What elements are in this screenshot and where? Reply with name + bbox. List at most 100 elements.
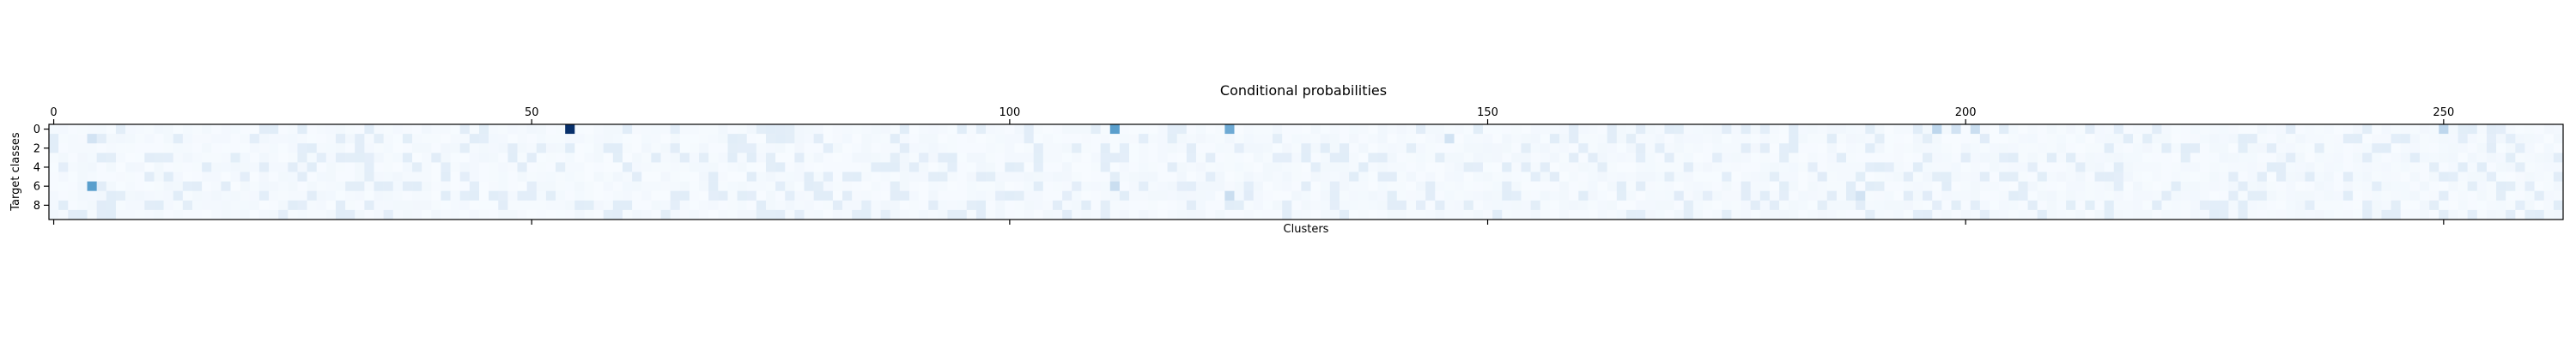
heatmap-cell [603, 124, 614, 135]
heatmap-cell [431, 190, 441, 202]
heatmap-cell [2018, 190, 2028, 202]
heatmap-cell [1951, 143, 1961, 153]
heatmap-cell [106, 162, 117, 172]
heatmap-cell [986, 124, 996, 135]
heatmap-cell [899, 181, 910, 191]
heatmap-cell [2448, 172, 2458, 182]
heatmap-cell [1625, 143, 1637, 153]
heatmap-cell [2381, 162, 2391, 172]
heatmap-cell [383, 209, 394, 220]
heatmap-cell [2391, 209, 2402, 220]
heatmap-cell [2439, 190, 2449, 202]
heatmap-cell [556, 124, 566, 135]
heatmap-cell [1091, 209, 1101, 220]
x-tick-label: 150 [1477, 106, 1498, 119]
heatmap-cell [1636, 190, 1646, 202]
heatmap-cell [1291, 190, 1302, 202]
heatmap-cell [737, 209, 748, 220]
heatmap-cell [593, 200, 605, 211]
heatmap-cell [316, 153, 327, 163]
heatmap-cell [612, 143, 623, 153]
heatmap-cell [1301, 153, 1311, 163]
heatmap-cell [919, 124, 929, 135]
heatmap-cell [622, 200, 633, 211]
heatmap-cell [2142, 181, 2153, 191]
heatmap-cell [574, 209, 585, 220]
heatmap-cell [1941, 172, 1952, 182]
heatmap-cell [364, 209, 374, 220]
heatmap-cell [995, 162, 1005, 172]
heatmap-cell [258, 124, 270, 135]
heatmap-cell [173, 134, 184, 144]
heatmap-cell [2209, 200, 2220, 211]
heatmap-cell [545, 143, 556, 153]
heatmap-cell [182, 134, 193, 144]
heatmap-cell [1042, 153, 1054, 163]
heatmap-cell [1807, 190, 1818, 202]
heatmap-cell [1377, 190, 1388, 202]
heatmap-cell [2534, 134, 2545, 144]
heatmap-cell [325, 162, 337, 172]
heatmap-cell [699, 153, 709, 163]
heatmap-cell [1779, 200, 1789, 211]
heatmap-cell [1195, 162, 1206, 172]
heatmap-cell [230, 172, 240, 182]
heatmap-cell [632, 153, 642, 163]
heatmap-cell [660, 209, 671, 220]
heatmap-cell [2037, 172, 2048, 182]
heatmap-cell [1990, 200, 2000, 211]
heatmap-cell [660, 162, 671, 172]
heatmap-cell [1109, 172, 1121, 182]
heatmap-cell [919, 209, 929, 220]
heatmap-cell [2257, 162, 2268, 172]
heatmap-cell [1473, 134, 1484, 144]
heatmap-cell [536, 124, 547, 135]
heatmap-cell [249, 200, 260, 211]
heatmap-cell [957, 190, 968, 202]
heatmap-cell [1923, 134, 1933, 144]
heatmap-cell [1951, 172, 1961, 182]
heatmap-cell [2142, 209, 2153, 220]
heatmap-cell [1291, 143, 1302, 153]
heatmap-cell [804, 143, 814, 153]
heatmap-cell [2295, 153, 2306, 163]
heatmap-cell [269, 200, 279, 211]
heatmap-cell [2133, 190, 2143, 202]
heatmap-cell [1368, 124, 1378, 135]
heatmap-cell [2314, 143, 2324, 153]
heatmap-cell [536, 190, 547, 202]
heatmap-cell [2085, 153, 2095, 163]
heatmap-cell [154, 143, 164, 153]
heatmap-cell [288, 153, 298, 163]
heatmap-cell [1712, 124, 1722, 135]
heatmap-cell [392, 209, 404, 220]
heatmap-cell [230, 162, 240, 172]
heatmap-cell [278, 153, 289, 163]
heatmap-cell [947, 190, 957, 202]
heatmap-cell [2228, 124, 2239, 135]
heatmap-cell [2142, 162, 2153, 172]
heatmap-cell [221, 124, 231, 135]
heatmap-cell [1358, 190, 1369, 202]
heatmap-cell [1540, 162, 1551, 172]
heatmap-cell [422, 134, 432, 144]
heatmap-cell [1798, 153, 1808, 163]
heatmap-cell [325, 134, 337, 144]
heatmap-cell [765, 181, 776, 191]
heatmap-cell [699, 172, 709, 182]
heatmap-cell [1377, 200, 1388, 211]
heatmap-cell [1932, 162, 1942, 172]
heatmap-cell [641, 134, 652, 144]
heatmap-cell [957, 181, 968, 191]
heatmap-cell [1024, 124, 1034, 135]
heatmap-cell [1655, 162, 1665, 172]
heatmap-cell [1731, 134, 1741, 144]
heatmap-cell [154, 209, 164, 220]
heatmap-cell [2075, 153, 2086, 163]
heatmap-cell [106, 172, 117, 182]
heatmap-cell [689, 200, 700, 211]
heatmap-cell [383, 153, 394, 163]
heatmap-cell [928, 209, 939, 220]
heatmap-cell [249, 190, 260, 202]
heatmap-cell [1769, 134, 1780, 144]
